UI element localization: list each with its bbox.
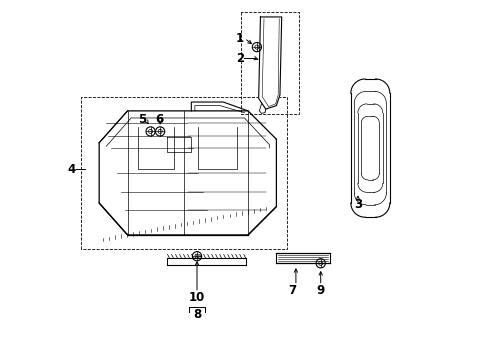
Text: 3: 3 [353,198,361,211]
Text: 8: 8 [192,308,201,321]
Text: 7: 7 [288,284,296,297]
Text: 1: 1 [236,32,244,45]
Polygon shape [258,17,281,109]
Polygon shape [166,258,246,265]
Text: 4: 4 [67,163,76,176]
Text: 5: 5 [137,113,145,126]
Text: 6: 6 [155,113,163,126]
Text: 9: 9 [316,284,324,297]
Text: 2: 2 [236,52,244,65]
Polygon shape [276,253,329,263]
Text: 10: 10 [188,291,204,304]
